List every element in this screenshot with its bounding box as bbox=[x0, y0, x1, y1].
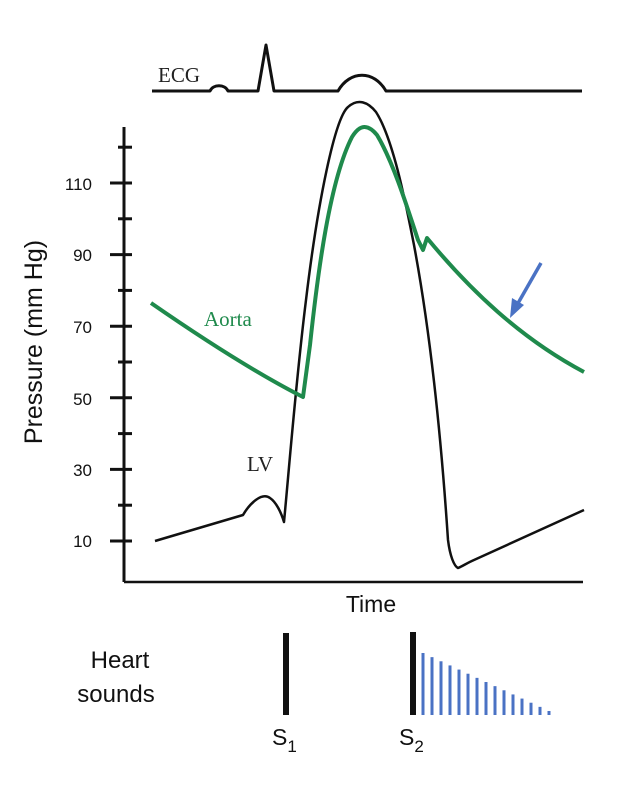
lv-pressure-curve bbox=[154, 100, 585, 570]
diastolic-murmur bbox=[421, 653, 551, 715]
y-tick-label: 50 bbox=[73, 390, 92, 409]
y-tick-labels: 10 30 50 70 90 110 bbox=[65, 175, 92, 551]
s2-sound-bar bbox=[410, 632, 416, 715]
y-tick-label: 30 bbox=[73, 461, 92, 480]
y-axis-ticks bbox=[110, 145, 132, 543]
heart-sounds-label-line1: Heart bbox=[91, 647, 150, 674]
y-axis-title: Pressure (mm Hg) bbox=[20, 240, 48, 444]
s1-sound-bar bbox=[283, 633, 289, 715]
s2-label: S2 bbox=[399, 724, 424, 756]
y-tick-label: 110 bbox=[65, 175, 92, 194]
y-tick-label: 70 bbox=[73, 318, 92, 337]
ecg-label: ECG bbox=[158, 63, 200, 87]
down-left-arrow-icon bbox=[510, 262, 543, 318]
lv-label: LV bbox=[247, 452, 273, 476]
heart-sounds-label-line2: sounds bbox=[77, 681, 154, 708]
ecg-trace bbox=[152, 43, 582, 93]
x-axis-title: Time bbox=[346, 591, 396, 617]
s1-label: S1 bbox=[272, 724, 297, 756]
y-tick-label: 10 bbox=[73, 532, 92, 551]
aorta-label: Aorta bbox=[204, 307, 252, 331]
y-tick-label: 90 bbox=[73, 246, 92, 265]
aorta-pressure-curve bbox=[149, 125, 585, 399]
